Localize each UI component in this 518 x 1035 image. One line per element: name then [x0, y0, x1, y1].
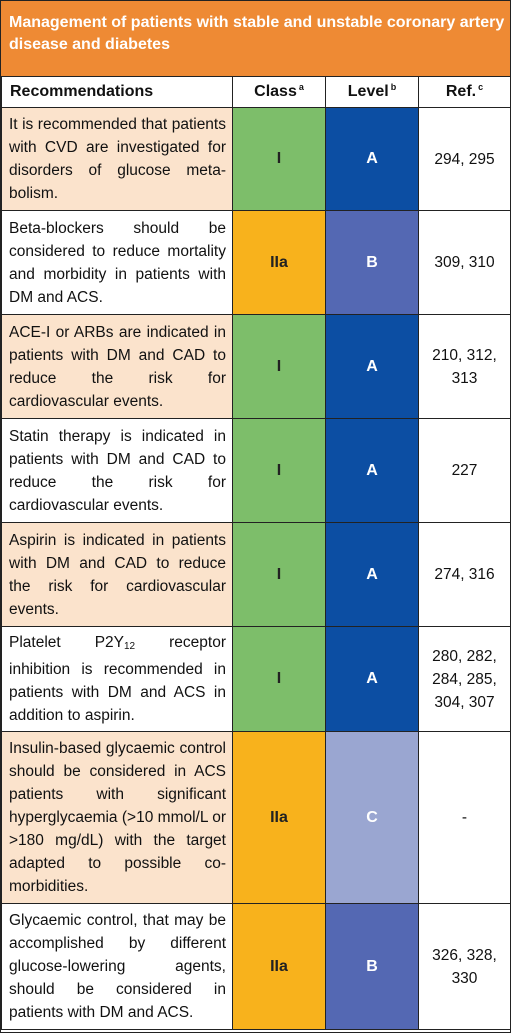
- recommendation-text: Glycaemic control, that may be accomplis…: [1, 903, 233, 1030]
- class-cell: I: [232, 418, 326, 523]
- header-row: Recommendations Class a Level b Ref. c: [1, 76, 511, 108]
- header-class: Class a: [232, 76, 326, 108]
- ref-cell: 280, 282, 284, 285, 304, 307: [418, 626, 511, 732]
- recommendation-text: Beta-blockers should be considered to re…: [1, 210, 233, 315]
- header-level: Level b: [325, 76, 419, 108]
- class-cell: IIa: [232, 210, 326, 315]
- table-row: ACE-I or ARBs are indicated in patients …: [1, 314, 511, 419]
- level-cell: B: [325, 903, 419, 1030]
- recommendations-table: Recommendations Class a Level b Ref. c It i…: [1, 76, 511, 1030]
- class-cell: IIa: [232, 903, 326, 1030]
- table-row: Aspirin is indicated in patients with DM…: [1, 522, 511, 627]
- class-cell: IIa: [232, 731, 326, 904]
- recommendation-text: ACE-I or ARBs are indicated in patients …: [1, 314, 233, 419]
- recommendation-text: Aspirin is indicated in patients with DM…: [1, 522, 233, 627]
- class-cell: I: [232, 314, 326, 419]
- recommendation-text: Platelet P2Y12 receptor inhibition is re…: [1, 626, 233, 732]
- table-row: It is recommended that patients with CVD…: [1, 107, 511, 211]
- level-cell: A: [325, 314, 419, 419]
- class-cell: I: [232, 522, 326, 627]
- header-ref: Ref. c: [418, 76, 511, 108]
- table-row: Insulin-based glycaemic control should b…: [1, 731, 511, 904]
- level-cell: A: [325, 107, 419, 211]
- ref-cell: 294, 295: [418, 107, 511, 211]
- ref-cell: -: [418, 731, 511, 904]
- table-row: Platelet P2Y12 receptor inhibition is re…: [1, 626, 511, 732]
- level-cell: A: [325, 522, 419, 627]
- header-recommendations: Recommendations: [1, 76, 233, 108]
- table-row: Beta-blockers should be considered to re…: [1, 210, 511, 315]
- table-row: Statin therapy is indicated in patients …: [1, 418, 511, 523]
- class-cell: I: [232, 107, 326, 211]
- level-cell: B: [325, 210, 419, 315]
- level-cell: A: [325, 418, 419, 523]
- level-cell: A: [325, 626, 419, 732]
- ref-cell: 309, 310: [418, 210, 511, 315]
- ref-cell: 210, 312, 313: [418, 314, 511, 419]
- recommendation-text: Insulin-based glycaemic control should b…: [1, 731, 233, 904]
- ref-cell: 227: [418, 418, 511, 523]
- recommendation-text: Statin therapy is indicated in patients …: [1, 418, 233, 523]
- ref-cell: 274, 316: [418, 522, 511, 627]
- level-cell: C: [325, 731, 419, 904]
- table-title: Management of patients with stable and u…: [1, 1, 510, 76]
- class-cell: I: [232, 626, 326, 732]
- ref-cell: 326, 328, 330: [418, 903, 511, 1030]
- recommendation-text: It is recommended that patients with CVD…: [1, 107, 233, 211]
- table-row: Glycaemic control, that may be accomplis…: [1, 903, 511, 1030]
